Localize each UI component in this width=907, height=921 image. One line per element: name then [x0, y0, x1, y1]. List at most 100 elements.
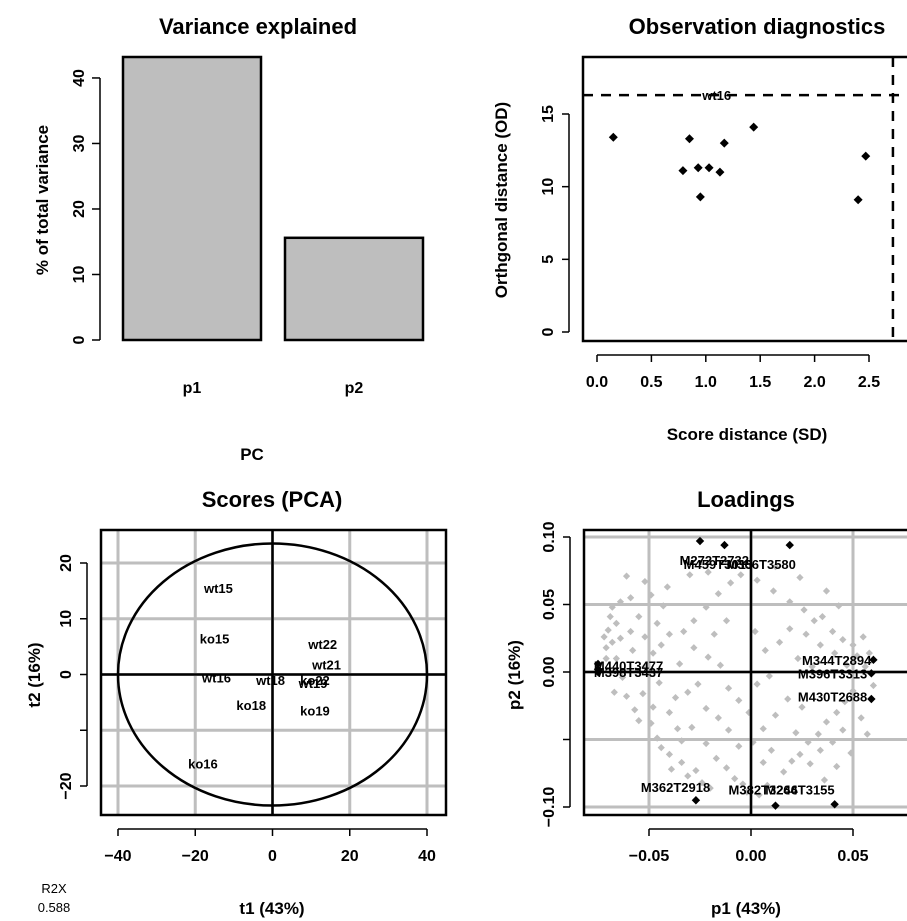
diagnostics-point — [695, 192, 705, 202]
loading-label: M430T2688 — [798, 689, 867, 704]
loading-point — [753, 680, 761, 688]
loading-label: M264T3155 — [765, 782, 834, 797]
loading-point — [678, 737, 686, 745]
loadings-x-tick-label: 0.00 — [735, 848, 766, 865]
loading-highlight-point — [867, 669, 876, 678]
variance-bar-p2 — [283, 236, 425, 342]
loading-point — [612, 654, 620, 663]
scores-point-label: wt22 — [307, 637, 337, 652]
loading-point — [767, 746, 775, 754]
loading-point — [641, 663, 649, 671]
loading-point — [641, 577, 649, 586]
diagnostics-point — [608, 132, 618, 142]
loading-point — [829, 738, 837, 746]
loading-point — [690, 617, 698, 625]
r2x-value: 0.588 — [38, 900, 71, 915]
loading-point — [653, 734, 661, 742]
loading-point — [647, 719, 655, 727]
scores-point-label: ko15 — [200, 631, 230, 646]
loading-point — [739, 780, 747, 788]
loading-point — [784, 695, 792, 703]
loading-point — [833, 762, 841, 771]
loading-point — [692, 766, 700, 775]
scores-x-tick-label: −20 — [182, 848, 209, 865]
loading-point — [818, 613, 826, 621]
loading-point — [816, 641, 824, 649]
diagnostics-point — [719, 138, 729, 148]
loading-point — [759, 758, 767, 767]
loading-highlight-point — [720, 540, 729, 550]
loading-point — [722, 617, 731, 625]
scores-y-tick-label: 10 — [58, 610, 75, 628]
loadings-y-tick-label: −0.10 — [541, 787, 558, 828]
variance-title: Variance explained — [159, 14, 357, 39]
loading-highlight-point — [695, 536, 705, 546]
scores-y-tick-label: −20 — [58, 772, 75, 799]
loading-point — [684, 688, 692, 696]
variance-bar-p1 — [121, 55, 263, 342]
scores-point-label: wt15 — [203, 581, 233, 596]
loading-point — [731, 775, 739, 783]
scores-hotelling-ellipse — [116, 542, 429, 807]
loading-point — [676, 660, 684, 668]
loading-highlight-point — [593, 667, 603, 677]
loading-highlight-point — [869, 655, 878, 665]
loading-point — [663, 583, 671, 591]
loading-point — [769, 587, 778, 595]
loading-point — [606, 613, 614, 621]
loading-point — [702, 704, 710, 713]
diagnostics-point — [853, 195, 863, 205]
loading-point — [792, 729, 800, 737]
loading-point — [804, 738, 812, 746]
diagnostics-x-tick-label: 2.0 — [803, 374, 825, 391]
variance-y-tick-label: 20 — [71, 200, 88, 218]
loading-point — [859, 633, 867, 641]
loading-point — [735, 742, 743, 750]
loading-point — [610, 688, 618, 696]
loading-point — [657, 744, 665, 752]
loading-point — [622, 692, 631, 700]
loading-point — [839, 636, 847, 644]
loading-point — [612, 619, 620, 627]
diagnostics-point — [715, 167, 725, 177]
loading-highlight-point — [593, 659, 603, 669]
scores-y-tick-label: 20 — [58, 554, 75, 572]
loading-point — [841, 698, 849, 706]
loading-point — [690, 644, 698, 652]
scores-y-tick-label: 0 — [58, 670, 75, 679]
loading-point — [759, 725, 767, 733]
loadings-title: Loadings — [697, 487, 795, 512]
loading-point — [665, 750, 673, 758]
loadings-x-tick-label: −0.05 — [629, 848, 670, 865]
loading-point — [849, 687, 857, 695]
loading-highlight-point — [867, 694, 876, 704]
loading-point — [667, 765, 676, 773]
loading-label: M459T3015 — [684, 557, 753, 572]
loading-point — [806, 760, 814, 768]
loading-point — [857, 714, 865, 722]
loading-point — [635, 613, 643, 621]
loading-point — [684, 772, 692, 780]
scores-x-tick-label: 0 — [268, 848, 277, 865]
variance-x-tick-label: p2 — [345, 380, 364, 397]
diagnostics-y-tick-label: 10 — [540, 178, 557, 196]
loading-point — [647, 591, 655, 599]
diagnostics-point — [861, 151, 871, 161]
diagnostics-point — [704, 163, 714, 173]
variance-y-tick-label: 10 — [71, 265, 88, 283]
loading-point — [673, 725, 682, 733]
diagnostics-x-tick-label: 0.0 — [586, 374, 608, 391]
r2x-label: R2X — [41, 881, 67, 896]
loading-point — [665, 708, 673, 717]
loading-point — [831, 649, 839, 657]
loading-point — [863, 730, 871, 738]
loading-point — [775, 638, 784, 646]
scores-x-tick-label: 20 — [341, 848, 359, 865]
loading-label: M396T3313 — [798, 666, 867, 681]
loading-point — [722, 764, 731, 772]
loading-point — [820, 776, 829, 784]
loading-point — [680, 627, 688, 636]
loading-point — [604, 626, 612, 634]
scores-x-tick-label: −40 — [104, 848, 131, 865]
loading-point — [686, 571, 694, 579]
